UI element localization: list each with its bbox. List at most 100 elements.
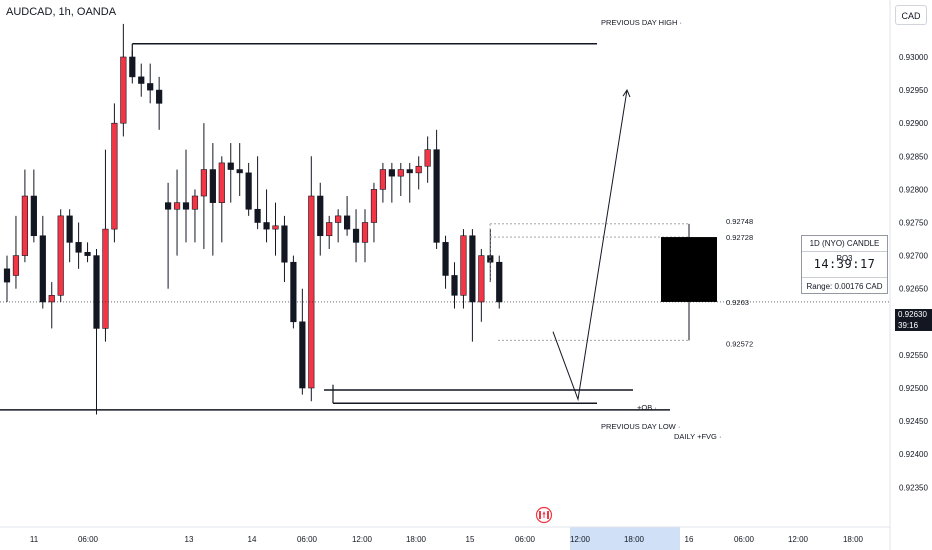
candle bbox=[478, 248, 485, 322]
candle-body bbox=[263, 222, 270, 230]
projected-candle-body[interactable] bbox=[661, 237, 717, 302]
candle bbox=[120, 23, 127, 137]
candle-body bbox=[93, 255, 100, 329]
candle-body bbox=[209, 169, 216, 203]
candle bbox=[48, 282, 55, 329]
candle bbox=[200, 123, 208, 249]
candle-body bbox=[460, 235, 467, 296]
highlighted-time-range bbox=[570, 527, 680, 550]
candle bbox=[406, 162, 413, 203]
candle bbox=[30, 169, 37, 243]
candle bbox=[3, 255, 11, 302]
candle-body bbox=[487, 255, 494, 263]
candle-body bbox=[218, 162, 225, 203]
candle-body bbox=[308, 195, 315, 389]
candle-body bbox=[21, 195, 29, 256]
candle-po3-panel: 1D (NYO) CANDLE PO3 14:39:17 Range: 0.00… bbox=[801, 235, 888, 294]
y-tick-label: 0.92900 bbox=[899, 119, 928, 128]
range-value-label: 0.92748 bbox=[726, 217, 753, 226]
currency-button[interactable]: CAD bbox=[895, 5, 927, 25]
projection-path[interactable] bbox=[552, 90, 628, 402]
range-value-label: 0.92728 bbox=[726, 233, 753, 242]
candle-body bbox=[245, 172, 252, 210]
candle bbox=[84, 242, 91, 263]
candle-body bbox=[48, 295, 55, 303]
candle-body bbox=[3, 268, 11, 283]
candle-body bbox=[102, 228, 109, 329]
candle-body bbox=[352, 228, 360, 243]
y-tick-label: 0.93000 bbox=[899, 53, 928, 62]
x-tick-label: 18:00 bbox=[843, 535, 864, 544]
candle bbox=[460, 229, 467, 309]
candle bbox=[102, 149, 109, 342]
canada-flag-icon[interactable] bbox=[535, 506, 553, 524]
candle-body bbox=[200, 169, 208, 197]
x-tick-label: 12:00 bbox=[352, 535, 373, 544]
candle bbox=[263, 189, 270, 243]
candle-body bbox=[442, 242, 449, 276]
candle-body bbox=[12, 255, 20, 276]
candle-body bbox=[165, 202, 172, 210]
ob-label: +OB · bbox=[637, 403, 657, 412]
candle bbox=[290, 255, 297, 329]
candle bbox=[352, 209, 360, 263]
candle-body bbox=[156, 89, 163, 104]
candle-panel-timer: 14:39:17 bbox=[802, 252, 887, 278]
candle bbox=[191, 189, 199, 243]
y-tick-label: 0.92550 bbox=[899, 351, 928, 360]
candle-body bbox=[496, 261, 503, 303]
candle bbox=[12, 215, 20, 289]
candle-body bbox=[111, 122, 118, 230]
y-tick-label: 0.92650 bbox=[899, 285, 928, 294]
candle bbox=[93, 248, 100, 415]
x-tick-label: 18:00 bbox=[624, 535, 645, 544]
candle bbox=[424, 136, 431, 183]
candle-body bbox=[57, 215, 64, 296]
candle bbox=[415, 156, 422, 190]
candle bbox=[317, 182, 324, 256]
candle-body bbox=[469, 235, 476, 303]
candle bbox=[209, 143, 216, 256]
candle-body bbox=[379, 169, 387, 190]
candle-panel-range: Range: 0.00176 CAD bbox=[806, 282, 883, 291]
candle-body bbox=[397, 169, 404, 177]
previous-day-high-label: PREVIOUS DAY HIGH · bbox=[601, 18, 682, 27]
x-tick-label: 16 bbox=[685, 535, 694, 544]
y-tick-label: 0.92750 bbox=[899, 219, 928, 228]
candle bbox=[388, 162, 395, 203]
candle bbox=[173, 169, 181, 256]
range-value-label: 0.9263 bbox=[726, 298, 749, 307]
candle-body bbox=[343, 215, 351, 230]
x-tick-label: 11 bbox=[30, 535, 39, 544]
candle-body bbox=[335, 215, 342, 223]
candle-body bbox=[147, 83, 154, 91]
candle bbox=[326, 215, 333, 249]
candle-body bbox=[66, 215, 73, 243]
candle-body bbox=[272, 225, 279, 230]
candle bbox=[254, 156, 261, 230]
candle bbox=[397, 162, 404, 197]
symbol-title[interactable]: AUDCAD, 1h, OANDA bbox=[6, 6, 117, 18]
x-tick-label: 12:00 bbox=[788, 535, 809, 544]
candle bbox=[111, 103, 118, 243]
candle bbox=[299, 288, 306, 395]
y-tick-label: 0.92400 bbox=[899, 450, 928, 459]
candle bbox=[156, 76, 163, 130]
candle bbox=[281, 215, 288, 283]
candle-body bbox=[236, 169, 243, 174]
candle-body bbox=[299, 321, 306, 389]
candle bbox=[39, 215, 46, 309]
candle-body bbox=[317, 195, 324, 237]
candle bbox=[272, 202, 279, 256]
candle-body bbox=[388, 169, 395, 177]
y-tick-label: 0.92350 bbox=[899, 483, 928, 492]
candle bbox=[469, 229, 476, 342]
current-price-badge: 0.92630 39:16 bbox=[895, 309, 932, 331]
candle-body bbox=[227, 162, 234, 170]
x-tick-label: 06:00 bbox=[515, 535, 536, 544]
candle-body bbox=[281, 225, 288, 263]
candle-panel-header: 1D (NYO) CANDLE PO3 bbox=[802, 236, 887, 263]
candle bbox=[335, 209, 342, 243]
